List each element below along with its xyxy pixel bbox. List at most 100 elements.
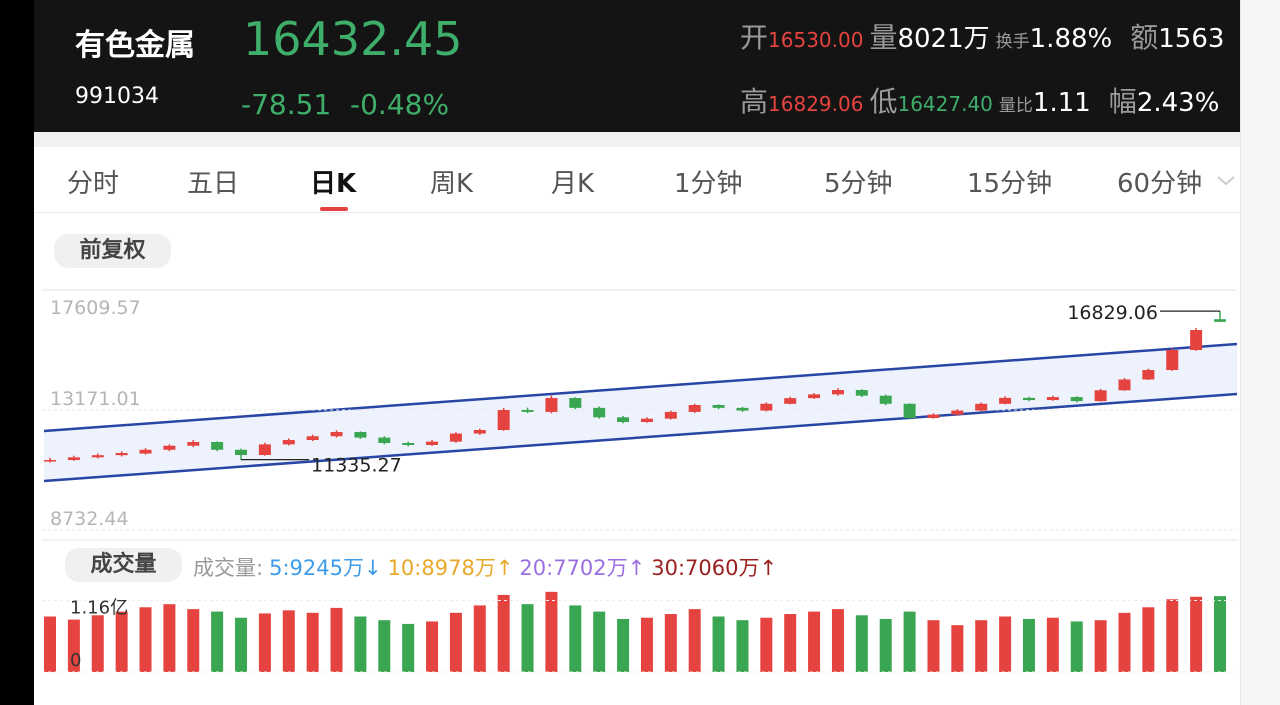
volume-bar xyxy=(545,591,558,672)
tab[interactable]: 60分钟 xyxy=(1117,169,1203,199)
tab[interactable]: 周K xyxy=(430,169,474,199)
candle-body xyxy=(1190,330,1203,351)
volume-bar xyxy=(688,609,701,672)
volume-bar xyxy=(1118,612,1131,672)
candle-body xyxy=(1070,397,1083,402)
volume-bar xyxy=(1190,596,1203,672)
candle-body xyxy=(903,403,916,419)
channel-band xyxy=(44,344,1237,481)
volume-bar xyxy=(402,623,415,672)
candle-body xyxy=(354,432,367,438)
candle-body xyxy=(282,440,295,445)
candle-body xyxy=(306,436,319,441)
candle-body xyxy=(521,410,534,412)
volume-bar xyxy=(139,607,152,672)
volume-bar xyxy=(163,604,176,672)
tab[interactable]: 5分钟 xyxy=(824,169,893,199)
candle-body xyxy=(211,442,224,450)
candle-body xyxy=(760,403,773,411)
stat-label: 幅 xyxy=(1108,85,1137,118)
tab[interactable]: 五日 xyxy=(187,169,240,199)
candle-body xyxy=(473,430,486,434)
adjust-button[interactable]: 前复权 xyxy=(54,234,171,268)
channel-lower xyxy=(43,392,1238,483)
tab[interactable]: 1分钟 xyxy=(674,169,743,199)
stats-row: 开 16530.00 量 8021万 换手 1.88% 额 1563 xyxy=(740,16,1230,56)
stat-value: 8021万 xyxy=(897,24,990,54)
stat-label: 高 xyxy=(740,85,769,118)
volume-bar xyxy=(115,611,128,672)
candle-body xyxy=(1094,390,1107,402)
volume-bar xyxy=(855,615,868,672)
last-price: 16432.45 xyxy=(243,12,463,66)
volume-bar xyxy=(712,616,725,672)
stat-value: 16530.00 xyxy=(768,28,864,52)
volume-bar xyxy=(927,620,940,672)
candle-body xyxy=(975,403,988,411)
candle-body xyxy=(593,407,606,418)
right-edge xyxy=(1240,0,1280,705)
candle-body xyxy=(712,404,725,408)
divider xyxy=(34,132,1240,147)
stat-label: 换手 xyxy=(995,32,1030,52)
change: -78.51 xyxy=(241,88,332,121)
volume-bar xyxy=(330,607,343,672)
stat-value: 1.88% xyxy=(1029,24,1113,54)
candle-body xyxy=(951,410,964,415)
tab[interactable]: 日K xyxy=(310,169,357,199)
volume-bar xyxy=(808,611,821,672)
volume-bar xyxy=(1094,620,1107,672)
stats-row: 高 16829.06 低 16427.40 量比 1.11 幅 2.43% xyxy=(740,80,1225,120)
tab[interactable]: 月K xyxy=(551,169,595,199)
volume-bar xyxy=(521,604,534,672)
ma-legend: 成交量: 5:9245万↓ 10:8978万↑ 20:7702万↑ 30:7060万↑ xyxy=(193,552,777,582)
volume-bar xyxy=(975,620,988,672)
candle-body xyxy=(235,449,248,456)
period-tabs: 分时 五日 日K 周K 月K 1分钟 5分钟 15分钟 60分钟 xyxy=(34,147,1240,213)
ma-legend-item: 20:7702万↑ xyxy=(519,556,646,580)
volume-bar xyxy=(1142,607,1155,672)
volume-bar xyxy=(903,611,916,672)
tab[interactable]: 分时 xyxy=(67,169,120,199)
low-label: 11335.27 xyxy=(311,455,402,477)
candle-body xyxy=(115,453,128,456)
stat-label: 开 xyxy=(740,21,769,54)
channel-upper xyxy=(43,342,1238,433)
stat-label: 额 xyxy=(1130,21,1159,54)
candle-body xyxy=(1166,350,1179,371)
stock-name: 有色金属 xyxy=(75,28,195,63)
volume-bar xyxy=(306,612,319,672)
stat-value: 16427.40 xyxy=(897,92,993,116)
volume-bar xyxy=(640,617,653,672)
candle-body xyxy=(545,398,558,412)
candle-body xyxy=(402,443,415,446)
candle-body xyxy=(617,417,630,423)
candle-body xyxy=(688,404,701,412)
volume-bar xyxy=(999,616,1012,672)
candle-body xyxy=(736,407,749,411)
candle-body xyxy=(91,455,104,458)
volume-bar xyxy=(282,610,295,672)
volume-bar xyxy=(67,619,80,672)
quote-header: 有色金属 16432.45 991034 -78.51 -0.48% 开 1653… xyxy=(34,0,1240,132)
volume-button[interactable]: 成交量 xyxy=(65,548,182,582)
volume-bar xyxy=(44,616,56,672)
stat-label: 低 xyxy=(869,85,898,118)
candle-body xyxy=(784,398,797,404)
volume-bar xyxy=(91,615,104,672)
tab[interactable]: 15分钟 xyxy=(967,169,1053,199)
candle-body xyxy=(426,441,439,446)
change-pct: -0.48% xyxy=(350,88,450,121)
dropdown-icon[interactable] xyxy=(1216,175,1236,187)
volume-bar xyxy=(187,609,200,672)
candle-body xyxy=(163,445,176,450)
candle-body xyxy=(1142,370,1155,380)
volume-bar xyxy=(784,614,797,672)
volume-bar xyxy=(736,620,749,672)
y-tick-label: 8732.44 xyxy=(50,508,129,530)
candle-body xyxy=(1214,319,1226,322)
high-label: 16829.06 xyxy=(1067,302,1158,324)
volume-bar xyxy=(593,611,606,672)
candle-body xyxy=(808,394,821,399)
